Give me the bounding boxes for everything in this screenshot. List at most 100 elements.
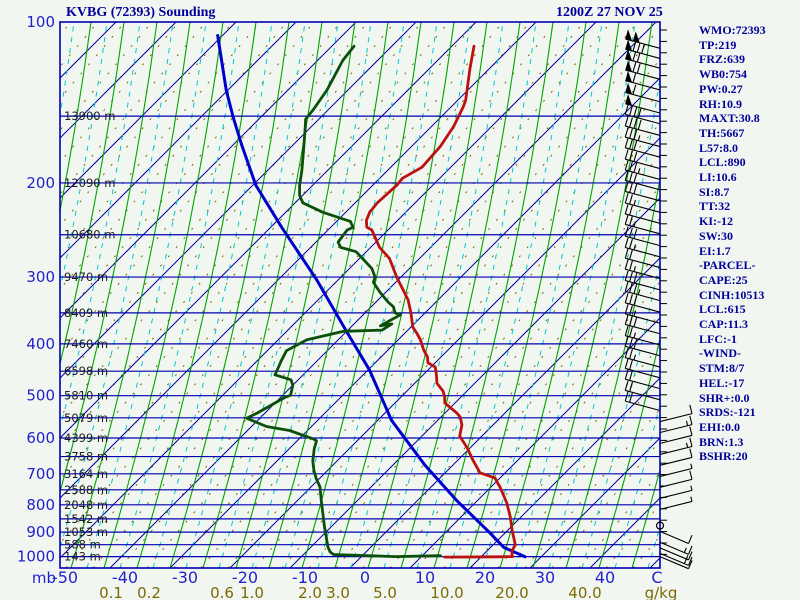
pressure-unit-label: mb [32, 569, 56, 587]
wind-barb [624, 193, 661, 213]
mixing-ratio-line [795, 22, 800, 568]
index-line: TP:219 [699, 37, 737, 52]
mixing-ratio-line [65, 22, 531, 568]
moist-adiabat-line [0, 22, 25, 568]
saturation-line [60, 22, 174, 550]
index-line: CAPE:25 [699, 272, 748, 287]
wind-barb [624, 204, 661, 224]
mixing-ratio-line [60, 22, 369, 386]
mixing-ratio-unit-label: g/kg [645, 584, 678, 600]
wind-barb [624, 214, 661, 235]
wind-barb [624, 380, 661, 401]
altitude-label: 5810 m [64, 389, 108, 403]
temperature-label: 0 [360, 568, 370, 587]
wind-barb [624, 270, 661, 291]
wind-barb [624, 336, 661, 357]
pressure-label: 700 [26, 465, 55, 483]
moist-adiabat-line [235, 22, 356, 568]
index-line: RH:10.9 [699, 96, 742, 111]
index-line: SHR+:0.0 [699, 390, 750, 405]
temperature-label: -10 [292, 568, 318, 587]
temperature-label: 10 [415, 568, 435, 587]
wind-barb [659, 485, 693, 499]
moist-adiabat-line [631, 467, 660, 568]
wind-barb [624, 104, 661, 125]
wind-barb [659, 541, 693, 555]
wind-barb [624, 358, 661, 379]
saturation-line [317, 22, 438, 568]
mixing-ratio-label: 5.0 [373, 584, 397, 600]
index-line: L57:8.0 [699, 140, 738, 155]
wind-barb [659, 426, 693, 444]
moist-adiabat-line [202, 22, 323, 568]
index-line: TT:32 [699, 199, 731, 214]
saturation-line [284, 22, 405, 568]
index-line: SI:8.7 [699, 184, 730, 199]
pressure-label: 1000 [17, 548, 55, 566]
wind-barb [659, 496, 693, 510]
temperature-label: 40 [595, 568, 615, 587]
mixing-ratio-label: 1.0 [240, 584, 264, 600]
index-line: SW:30 [699, 228, 734, 243]
mixing-ratio-line [0, 22, 44, 568]
moist-adiabat-line [400, 22, 521, 568]
index-line: BRN:1.3 [699, 434, 744, 449]
wind-barb [625, 82, 661, 103]
moist-adiabat-line [466, 22, 587, 568]
moist-adiabat-line [136, 22, 257, 568]
wind-barb [625, 39, 661, 59]
mixing-ratio-label: 20.0 [495, 584, 528, 600]
index-line: LI:10.6 [699, 170, 737, 185]
isotherm-line [169, 77, 660, 568]
index-line: HEL:-17 [699, 375, 745, 390]
wind-barb [655, 521, 665, 530]
index-line: WB0:754 [699, 67, 747, 82]
chart-title: KVBG (72393) Sounding [66, 5, 216, 20]
pressure-label: 100 [26, 13, 55, 31]
parcel-trace [216, 34, 527, 559]
saturation-line [416, 22, 537, 568]
isotherm-line [60, 22, 177, 139]
altitude-label: 3164 m [64, 467, 108, 481]
moist-adiabat-line [0, 22, 58, 568]
mixing-ratio-label: 0.2 [137, 584, 161, 600]
index-line: CAP:11.3 [699, 317, 748, 332]
temperature-label: 20 [475, 568, 495, 587]
isotherm-line [349, 257, 660, 568]
altitude-label: 12090 m [64, 176, 115, 190]
wind-barb [625, 29, 661, 49]
temperature-unit-label: C [651, 568, 662, 587]
saturation-line [119, 22, 240, 568]
wind-barb [625, 93, 661, 114]
moist-adiabat-line [301, 22, 422, 568]
pressure-label: 800 [26, 496, 55, 514]
saturation-line [0, 22, 41, 568]
altitude-label: 588 m [64, 538, 101, 552]
wind-barb [624, 160, 661, 180]
index-line: EHI:0.0 [699, 419, 741, 434]
index-line: -PARCEL- [699, 258, 756, 273]
isotherm-line [229, 137, 660, 568]
isotherm-line [60, 22, 417, 379]
wind-barb [624, 281, 661, 302]
pressure-label: 400 [26, 335, 55, 353]
saturation-line [614, 402, 660, 568]
moist-adiabat-line [70, 22, 191, 568]
isotherm-line [60, 22, 237, 199]
mixing-ratio-label: 10.0 [430, 584, 463, 600]
index-line: SRDS:-121 [699, 405, 756, 420]
altitude-label: 1542 m [64, 512, 108, 526]
pressure-label: 200 [26, 174, 55, 192]
moist-adiabat-line [565, 175, 660, 568]
pressure-label: 500 [26, 387, 55, 405]
altitude-label: 2588 m [64, 483, 108, 497]
index-line: CINH:10513 [699, 287, 765, 302]
wind-barb [624, 137, 661, 158]
wind-barb [659, 415, 693, 434]
wind-barb [624, 127, 661, 148]
altitude-label: 13900 m [64, 109, 115, 123]
mixing-ratio-label: 40.0 [568, 584, 601, 600]
wind-barb [624, 369, 661, 390]
altitude-label: 2048 m [64, 498, 108, 512]
